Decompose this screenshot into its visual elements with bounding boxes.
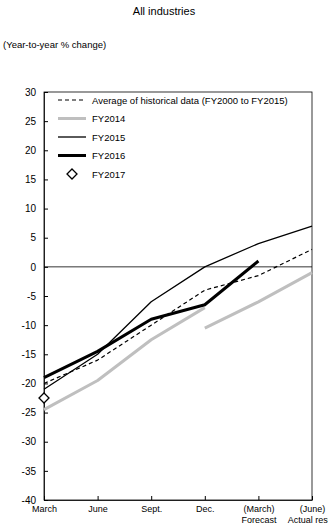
plot: 302520151050-5-10-15-20-25-30-35-40March…: [22, 87, 328, 525]
y-tick-label: 10: [25, 203, 37, 214]
x-tick-label: Sept.: [141, 504, 162, 514]
y-tick-label: -35: [22, 466, 37, 477]
marks: [39, 226, 312, 410]
legend-item: FY2017: [67, 169, 125, 180]
y-tick-label: 15: [25, 174, 37, 185]
legend-label: FY2017: [92, 169, 125, 180]
legend-swatch: [67, 169, 77, 179]
y-tick: 10: [25, 203, 48, 214]
x-tick: March: [32, 496, 57, 514]
y-tick: 0: [30, 262, 48, 273]
y-tick-mark: [44, 413, 48, 414]
x-tick: June: [88, 496, 108, 514]
y-tick: -20: [22, 378, 48, 389]
y-tick: 25: [25, 116, 48, 127]
legend-item: FY2016: [58, 150, 125, 161]
series-line: [44, 226, 312, 389]
y-tick-mark: [44, 238, 48, 239]
legend-item: FY2015: [58, 132, 125, 143]
x-axis: March June Sept. Dec. (March)Forecast (June)A…: [32, 496, 328, 525]
series-line: [44, 261, 258, 378]
y-tick-label: -10: [22, 320, 37, 331]
y-tick-mark: [44, 471, 48, 472]
y-tick-label: -5: [27, 291, 36, 302]
x-tick: (June)Actual result: [288, 496, 328, 525]
y-tick-mark: [44, 296, 48, 297]
y-tick-mark: [44, 267, 48, 268]
y-axis-label: (Year-to-year % change): [3, 39, 106, 50]
y-tick-mark: [44, 92, 48, 93]
legend-item: FY2014: [58, 113, 125, 124]
zero-line: [44, 266, 312, 267]
x-axis-line: [45, 500, 313, 501]
y-tick: 5: [30, 232, 48, 243]
legend-swatch: [58, 154, 86, 157]
y-tick-label: -30: [22, 436, 37, 447]
y-tick-mark: [44, 354, 48, 355]
legend-label: Average of historical data (FY2000 to FY…: [92, 95, 288, 106]
legend-label: FY2015: [92, 132, 125, 143]
legend-label: FY2014: [92, 113, 125, 124]
y-tick: 30: [25, 87, 48, 98]
legend-swatch: [58, 136, 86, 137]
y-tick: -35: [22, 466, 48, 477]
x-tick: Sept.: [141, 496, 162, 514]
x-tick-label: June: [88, 504, 108, 514]
y-tick: -30: [22, 436, 48, 447]
series-line: [205, 273, 312, 328]
y-tick-label: 25: [25, 116, 37, 127]
legend-swatch: [58, 99, 86, 100]
x-tick: Dec.: [196, 496, 215, 514]
chart: All industries (Year-to-year % change) 30 2…: [0, 0, 328, 530]
y-tick-mark: [44, 150, 48, 151]
series-line: [44, 308, 205, 410]
y-tick-label: 30: [25, 87, 37, 98]
legend: Average of historical data (FY2000 to FY…: [58, 95, 288, 180]
x-tick-mark: [312, 496, 313, 500]
y-tick-label: 0: [30, 262, 36, 273]
y-tick-mark: [44, 121, 48, 122]
y-tick-mark: [44, 179, 48, 180]
y-tick-label: -15: [22, 349, 37, 360]
x-tick-label: (March)Forecast: [241, 504, 277, 524]
x-tick-mark: [98, 496, 99, 500]
x-tick-label: (June)Actual result: [288, 504, 328, 524]
x-tick-label: March: [32, 504, 57, 514]
x-tick-mark: [205, 496, 206, 500]
y-tick: -15: [22, 349, 48, 360]
x-tick-mark: [258, 496, 259, 500]
y-tick: -10: [22, 320, 48, 331]
plot-frame: [44, 92, 312, 500]
legend-label: FY2016: [92, 150, 125, 161]
y-tick-mark: [44, 325, 48, 326]
legend-swatch: [58, 117, 86, 120]
y-tick-label: -25: [22, 407, 37, 418]
x-tick-mark: [44, 496, 45, 500]
y-tick-mark: [44, 442, 48, 443]
y-axis: 302520151050-5-10-15-20-25-30-35-40: [22, 87, 48, 506]
title: All industries: [133, 5, 196, 17]
y-tick: 20: [25, 145, 48, 156]
y-tick-label: 5: [30, 232, 36, 243]
y-tick-label: -20: [22, 378, 37, 389]
x-tick-label: Dec.: [196, 504, 215, 514]
x-tick: (March)Forecast: [241, 496, 277, 525]
y-tick: -5: [27, 291, 48, 302]
legend-item: Average of historical data (FY2000 to FY…: [58, 95, 288, 106]
y-tick-mark: [44, 209, 48, 210]
series-marker: [39, 393, 49, 403]
y-tick-label: 20: [25, 145, 37, 156]
y-tick: 15: [25, 174, 48, 185]
x-tick-mark: [151, 496, 152, 500]
